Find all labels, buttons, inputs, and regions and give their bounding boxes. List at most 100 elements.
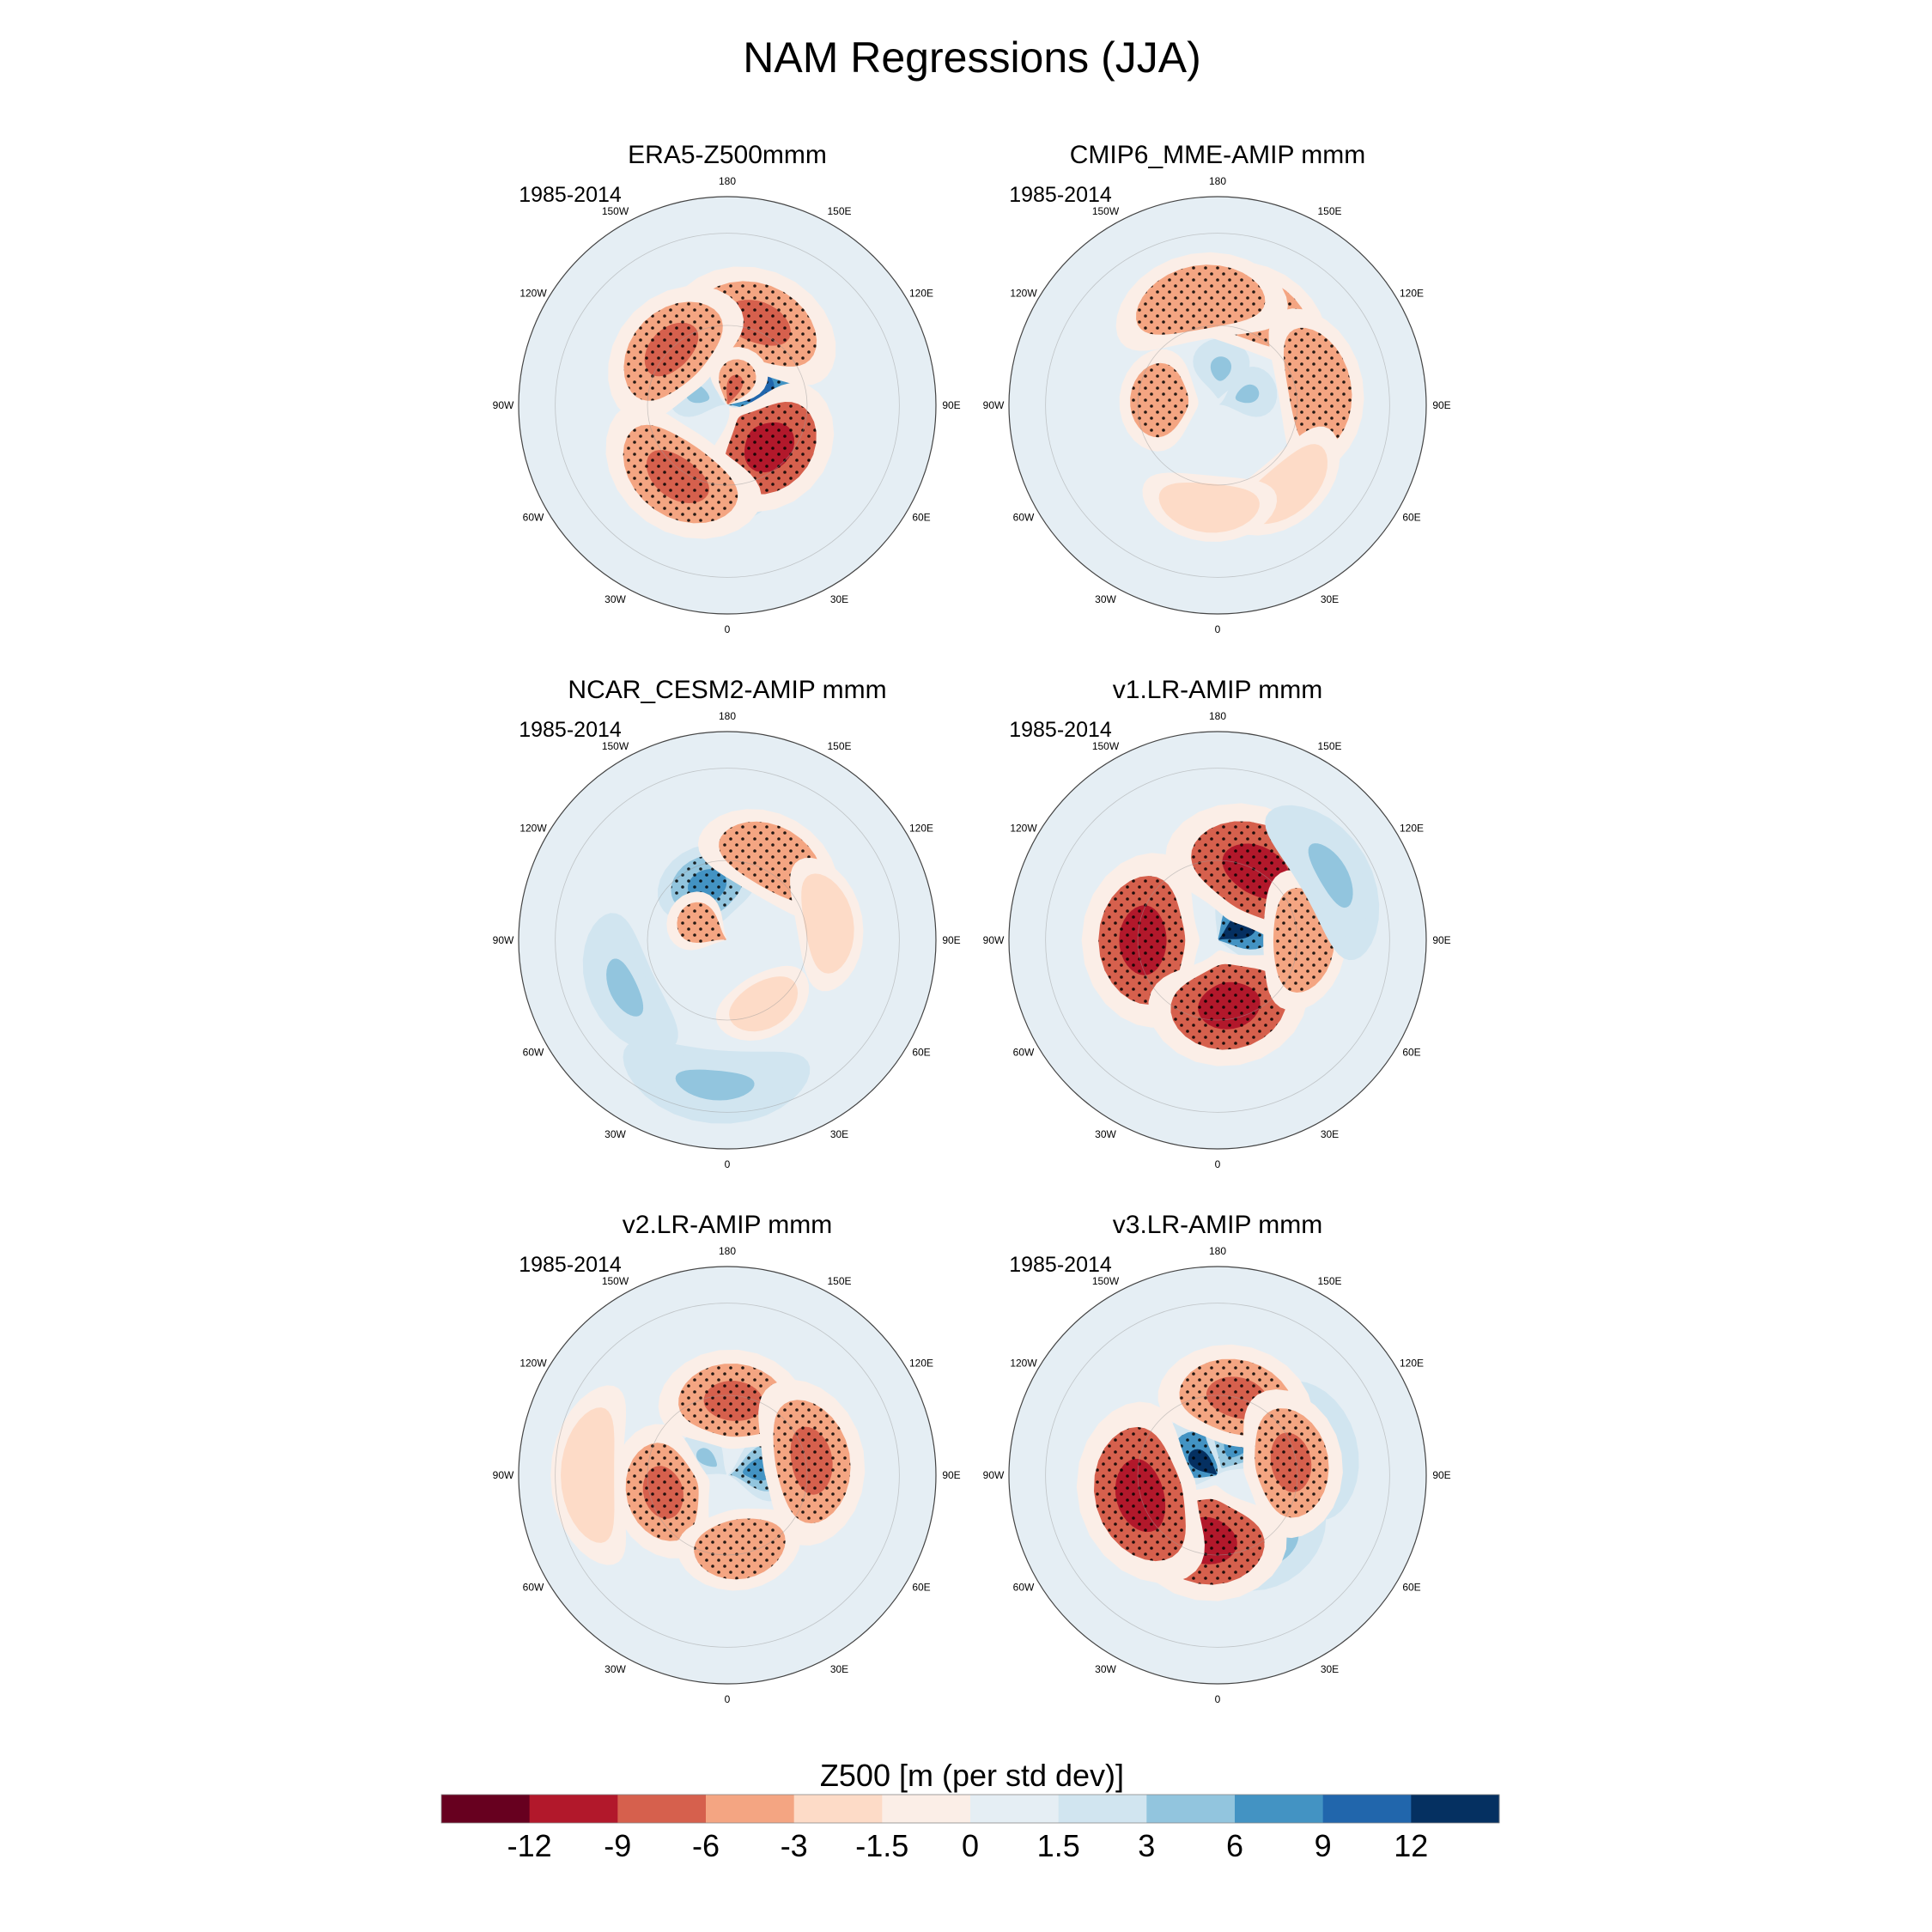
significance-stipple — [1136, 264, 1266, 335]
longitude-label: 180 — [719, 1245, 736, 1257]
longitude-label: 120E — [909, 288, 933, 300]
longitude-label: 90W — [493, 1469, 514, 1481]
latitude-circle — [647, 860, 808, 1021]
anomaly-core — [1210, 356, 1231, 381]
map-panel: 180 150E 120E 90E 60E 30E 0 30W 60W 90W 120W 150W CM… — [983, 141, 1451, 635]
longitude-label: 30E — [1321, 593, 1339, 605]
colorbar-tick-label: 0 — [962, 1828, 979, 1863]
anomaly-core — [606, 958, 644, 1017]
colorbar-swatch — [1235, 1795, 1324, 1823]
main-title: NAM Regressions (JJA) — [743, 33, 1200, 82]
longitude-label: 0 — [725, 1693, 731, 1705]
longitude-label: 60W — [523, 1582, 544, 1594]
longitude-label: 150W — [1092, 205, 1120, 217]
longitude-label: 90W — [983, 934, 1005, 946]
colorbar-frame — [440, 1794, 1500, 1824]
latitude-circle — [555, 1303, 900, 1648]
longitude-label: 60W — [523, 1047, 544, 1059]
longitude-label: 150W — [602, 740, 629, 752]
latitude-circle — [555, 768, 900, 1113]
map-disc — [1009, 197, 1426, 614]
latitude-circle — [1137, 860, 1298, 1021]
longitude-label: 180 — [719, 175, 736, 187]
panel-period: 1985-2014 — [519, 1253, 622, 1277]
panel-period: 1985-2014 — [519, 718, 622, 742]
longitude-label: 60W — [523, 512, 544, 524]
map-panel: 180 150E 120E 90E 60E 30E 0 30W 60W 90W 120W 150W v1… — [983, 676, 1451, 1170]
colorbar-swatch — [1411, 1795, 1500, 1823]
significance-stipple — [677, 902, 726, 943]
longitude-label: 60W — [1013, 1047, 1035, 1059]
longitude-label: 90E — [1432, 934, 1450, 946]
map-disc — [519, 197, 936, 614]
longitude-label: 0 — [1215, 623, 1221, 635]
longitude-label: 60E — [1402, 1582, 1420, 1594]
colorbar-swatch — [706, 1795, 795, 1823]
colorbar-tick-label: 3 — [1138, 1828, 1155, 1863]
colorbar-tick-label: -9 — [604, 1828, 631, 1863]
latitude-circle — [1045, 768, 1390, 1113]
map-boundary — [1008, 196, 1427, 615]
panel-title: v1.LR-AMIP mmm — [1113, 676, 1322, 704]
longitude-label: 120W — [519, 288, 547, 300]
longitude-label: 30E — [830, 1663, 848, 1675]
significance-stipple — [623, 424, 738, 524]
anomaly-core — [696, 1448, 717, 1467]
longitude-label: 60E — [1402, 1047, 1420, 1059]
colorbar-swatch — [617, 1795, 707, 1823]
panel-period: 1985-2014 — [519, 183, 622, 207]
map-boundary — [518, 731, 937, 1150]
longitude-label: 0 — [1215, 1693, 1221, 1705]
anomaly-core — [573, 1437, 603, 1514]
colorbar-swatch — [1322, 1795, 1412, 1823]
colorbar-tick-label: 1.5 — [1037, 1828, 1080, 1863]
map-boundary — [518, 1266, 937, 1685]
latitude-circle — [1137, 1394, 1298, 1556]
colorbar-swatch — [970, 1795, 1060, 1823]
anomaly-core — [1181, 494, 1237, 521]
significance-stipple — [625, 1443, 699, 1541]
longitude-label: 150E — [827, 1275, 851, 1287]
map-boundary — [518, 196, 937, 615]
longitude-label: 90W — [983, 1469, 1005, 1481]
map-boundary — [1008, 1266, 1427, 1685]
longitude-label: 30E — [830, 593, 848, 605]
longitude-label: 30W — [605, 1663, 626, 1675]
latitude-circle — [555, 233, 900, 578]
latitude-circle — [1045, 233, 1390, 578]
map-disc — [519, 1267, 936, 1684]
longitude-label: 90E — [942, 934, 960, 946]
longitude-label: 180 — [1209, 1245, 1226, 1257]
significance-stipple — [1284, 327, 1352, 451]
longitude-label: 120E — [909, 823, 933, 835]
longitude-label: 60W — [1013, 1582, 1035, 1594]
longitude-label: 60E — [912, 1047, 930, 1059]
map-boundary — [1008, 731, 1427, 1150]
colorbar-swatch — [1058, 1795, 1147, 1823]
panel-title: v3.LR-AMIP mmm — [1113, 1211, 1322, 1239]
longitude-label: 30W — [1095, 1663, 1116, 1675]
longitude-label: 30W — [605, 1128, 626, 1140]
longitude-label: 0 — [725, 1158, 731, 1170]
map-panel: 180 150E 120E 90E 60E 30E 0 30W 60W 90W 120W 150W ER… — [493, 141, 961, 635]
anomaly-core — [1235, 384, 1260, 404]
longitude-label: 150E — [827, 205, 851, 217]
latitude-circle — [647, 325, 808, 486]
significance-stipple — [773, 1400, 851, 1524]
longitude-label: 60E — [912, 512, 930, 524]
significance-stipple — [694, 1518, 786, 1580]
panel-title: CMIP6_MME-AMIP mmm — [1070, 141, 1365, 169]
significance-stipple — [1170, 963, 1287, 1050]
panel-title: ERA5-Z500mmm — [628, 141, 827, 169]
longitude-label: 150W — [1092, 1275, 1120, 1287]
longitude-label: 150E — [1317, 1275, 1341, 1287]
longitude-label: 120W — [519, 1358, 547, 1370]
panel-period: 1985-2014 — [1009, 1253, 1112, 1277]
panel-title: v2.LR-AMIP mmm — [623, 1211, 832, 1239]
longitude-label: 180 — [1209, 175, 1226, 187]
longitude-label: 90W — [493, 399, 514, 411]
colorbar-swatch — [441, 1795, 531, 1823]
anomaly-core — [1308, 843, 1353, 908]
longitude-label: 120W — [1010, 288, 1037, 300]
